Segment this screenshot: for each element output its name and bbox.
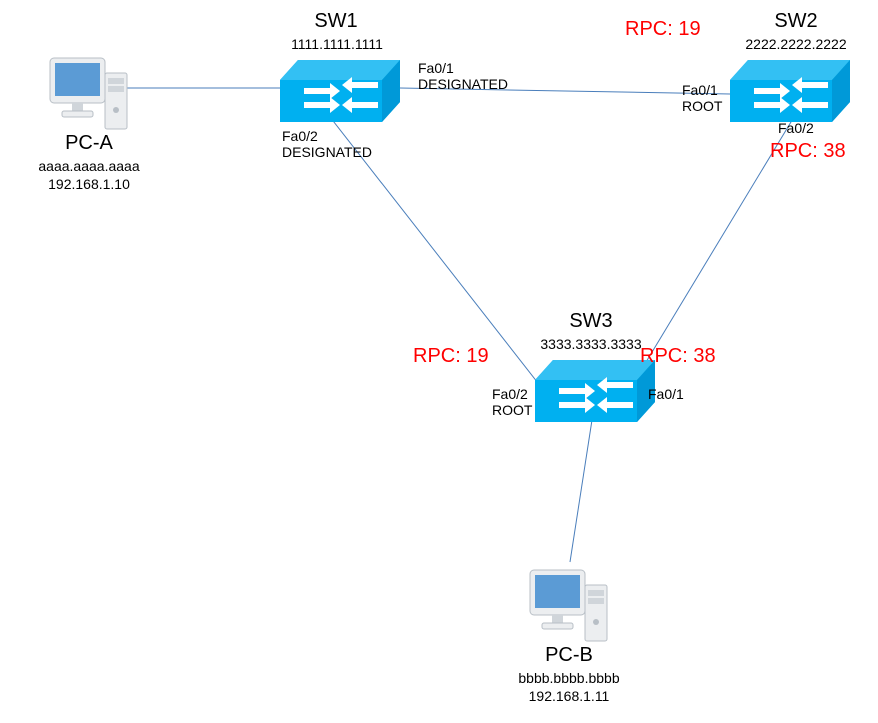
node-sw1 [280,60,400,122]
sw1-fa02-port: Fa0/2 [282,128,318,144]
pca-ip: 192.168.1.10 [20,176,158,192]
pcb-ip: 192.168.1.11 [498,688,640,704]
sw1-fa01-role: DESIGNATED [418,76,508,92]
pca-title: PC-A [50,132,128,155]
sw3-fa02-role: ROOT [492,402,532,418]
pcb-title: PC-B [530,644,608,667]
node-sw3 [535,360,655,422]
sw1-fa01-port: Fa0/1 [418,60,454,76]
pcb-mac: bbbb.bbbb.bbbb [498,670,640,686]
sw3-fa02-port: Fa0/2 [492,386,528,402]
sw1-fa02-role: DESIGNATED [282,144,372,160]
sw1-mac: 1111.1111.1111 [282,36,392,52]
sw3-mac: 3333.3333.3333 [536,336,646,352]
pca-mac: aaaa.aaaa.aaaa [20,158,158,174]
rpc-sw2-fa02: RPC: 38 [770,140,846,163]
link-sw3-pcb [570,420,592,562]
sw2-title: SW2 [760,10,832,33]
sw3-fa01-port: Fa0/1 [648,386,684,402]
sw2-mac: 2222.2222.2222 [738,36,854,52]
node-pca [50,58,127,129]
rpc-sw2-fa01: RPC: 19 [625,18,701,41]
node-sw2 [730,60,850,122]
node-pcb [530,570,607,641]
rpc-sw3-fa01: RPC: 38 [640,345,716,368]
sw2-fa01-port: Fa0/1 [682,82,718,98]
sw2-fa01-role: ROOT [682,98,722,114]
sw3-title: SW3 [555,310,627,333]
sw2-fa02-port: Fa0/2 [778,120,814,136]
sw1-title: SW1 [300,10,372,33]
rpc-sw3-fa02: RPC: 19 [413,345,489,368]
